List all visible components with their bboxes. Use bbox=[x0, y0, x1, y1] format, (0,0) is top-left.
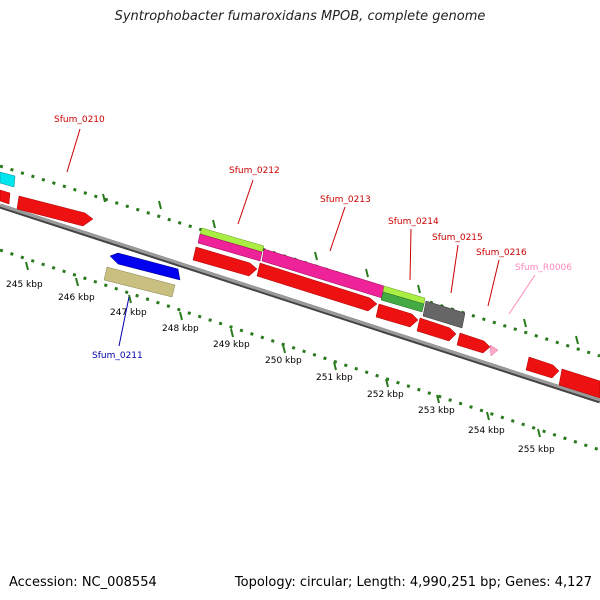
gene-label-sfum0215[interactable]: Sfum_0215 bbox=[432, 233, 483, 243]
label-leaders bbox=[66, 128, 536, 347]
gene-label-sfum0213[interactable]: Sfum_0213 bbox=[320, 195, 371, 205]
leader-sfum0213 bbox=[329, 206, 346, 252]
cds-arrow-sfum0210[interactable] bbox=[16, 195, 94, 227]
rna-arrow-sfumr0006[interactable] bbox=[489, 344, 499, 357]
cog-feature-green[interactable] bbox=[380, 291, 425, 313]
cds-arrow-sfum0215[interactable] bbox=[416, 317, 457, 342]
leader-sfum0215 bbox=[450, 244, 459, 294]
gene-labels: Sfum_0210 Sfum_0211 Sfum_0212 Sfum_0213 … bbox=[54, 115, 572, 361]
scale-labels: 245 kbp 246 kbp 247 kbp 248 kbp 249 kbp … bbox=[6, 280, 555, 455]
scale-label: 245 kbp bbox=[6, 280, 43, 290]
leader-sfum0210 bbox=[66, 128, 81, 173]
leader-sfum0214 bbox=[409, 228, 412, 281]
leader-sfum0212 bbox=[237, 179, 254, 225]
scale-label: 250 kbp bbox=[265, 356, 302, 366]
cds-arrow-sfum0216[interactable] bbox=[456, 332, 491, 354]
leader-sfumr0006 bbox=[508, 274, 536, 315]
cog-feature-gray[interactable] bbox=[422, 300, 466, 329]
scale-label: 246 kbp bbox=[58, 293, 95, 303]
inner-major-ticks bbox=[25, 261, 541, 438]
scale-label: 252 kbp bbox=[367, 390, 404, 400]
leader-sfum0211 bbox=[118, 296, 130, 347]
cds-arrow-right-2[interactable] bbox=[558, 368, 600, 399]
cds-arrow-sfum0212[interactable] bbox=[192, 246, 258, 277]
backbone bbox=[0, 203, 600, 404]
outer-major-ticks bbox=[102, 193, 579, 345]
genome-summary-text: Topology: circular; Length: 4,990,251 bp… bbox=[234, 575, 592, 590]
leader-sfum0216 bbox=[487, 259, 500, 307]
cog-feature-blue[interactable] bbox=[109, 252, 181, 281]
cog-feature-cyan[interactable] bbox=[0, 171, 16, 188]
cog-feature-pink-1[interactable] bbox=[197, 233, 263, 262]
gene-label-sfumr0006[interactable]: Sfum_R0006 bbox=[515, 263, 572, 273]
scale-label: 248 kbp bbox=[162, 324, 199, 334]
scale-label: 253 kbp bbox=[418, 406, 455, 416]
gene-label-sfum0210[interactable]: Sfum_0210 bbox=[54, 115, 105, 125]
scale-label: 247 kbp bbox=[110, 308, 147, 318]
scale-label: 251 kbp bbox=[316, 373, 353, 383]
scale-label: 254 kbp bbox=[468, 426, 505, 436]
cds-arrow-left-edge[interactable] bbox=[0, 189, 11, 205]
gene-label-sfum0212[interactable]: Sfum_0212 bbox=[229, 166, 280, 176]
gene-label-sfum0214[interactable]: Sfum_0214 bbox=[388, 217, 439, 227]
accession-text: Accession: NC_008554 bbox=[9, 575, 157, 590]
cds-arrow-sfum0214[interactable] bbox=[375, 303, 419, 328]
cog-feature-khaki[interactable] bbox=[103, 266, 176, 298]
scale-label: 255 kbp bbox=[518, 445, 555, 455]
cds-arrow-right-1[interactable] bbox=[525, 356, 560, 379]
scale-label: 249 kbp bbox=[213, 340, 250, 350]
cds-arrow-sfum0213[interactable] bbox=[256, 262, 378, 312]
page-title: Syntrophobacter fumaroxidans MPOB, compl… bbox=[114, 9, 486, 24]
gene-label-sfum0216[interactable]: Sfum_0216 bbox=[476, 248, 527, 258]
gene-label-sfum0211[interactable]: Sfum_0211 bbox=[92, 351, 143, 361]
